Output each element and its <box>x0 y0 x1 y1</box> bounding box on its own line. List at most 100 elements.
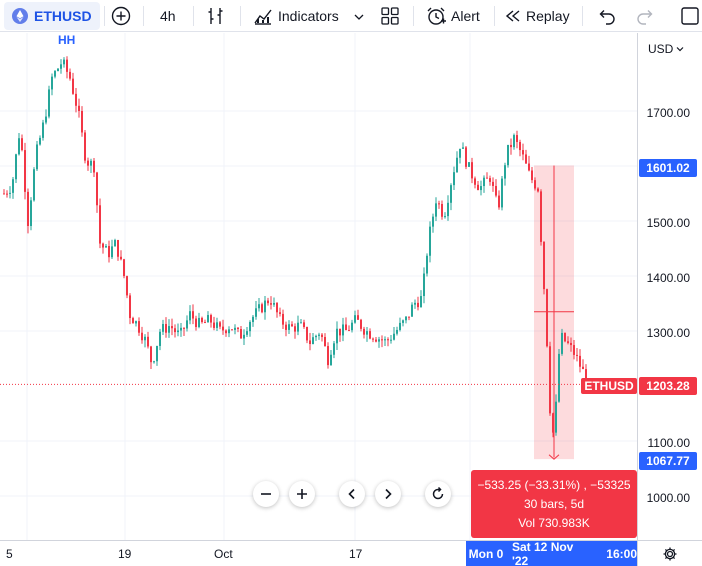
zoom-out-button[interactable] <box>253 481 279 507</box>
time-label: 17 <box>349 547 363 561</box>
price-axis[interactable]: USD 1700.00 1500.00 1400.00 1300.00 1100… <box>637 33 702 540</box>
candle-body <box>489 178 491 182</box>
candle-body <box>180 327 182 331</box>
candle-body <box>534 180 536 189</box>
candle-body <box>402 320 404 323</box>
candle-body <box>552 413 554 433</box>
undo-icon <box>599 10 615 25</box>
candle-body <box>246 331 248 335</box>
indicators-templates-dropdown[interactable] <box>353 10 365 22</box>
current-price-tag: 1203.28 <box>639 377 697 395</box>
candle-body <box>117 240 119 257</box>
candle-body <box>99 205 101 244</box>
candle-body <box>528 163 530 171</box>
undo-button[interactable] <box>596 5 618 27</box>
candle-body <box>582 366 584 370</box>
price-chart-canvas[interactable] <box>0 33 637 540</box>
candle-body <box>330 354 332 366</box>
replay-label: Replay <box>526 8 570 24</box>
zoom-in-button[interactable] <box>289 481 315 507</box>
candle-body <box>270 303 272 305</box>
alert-label: Alert <box>451 8 480 24</box>
range-start-time-tag: Mon 0 <box>466 541 506 566</box>
redo-button[interactable] <box>634 5 656 27</box>
price-label: 1000.00 <box>646 491 690 505</box>
measure-bars: 30 bars, 5d <box>523 497 585 511</box>
candle-body <box>285 324 287 330</box>
candle-body <box>297 322 299 332</box>
candle-body <box>60 64 62 69</box>
candle-body <box>450 185 452 203</box>
candle-body <box>474 178 476 185</box>
currency-label: USD <box>648 42 674 56</box>
candle-body <box>387 339 389 341</box>
candle-body <box>459 148 461 158</box>
interval-button[interactable]: 4h <box>160 0 176 32</box>
candle-body <box>273 302 275 305</box>
scroll-right-button[interactable] <box>375 481 401 507</box>
chart-type-button[interactable] <box>205 5 227 27</box>
currency-selector[interactable]: USD <box>648 42 685 56</box>
candle-body <box>102 243 104 248</box>
candle-body <box>348 330 350 332</box>
candle-body <box>81 111 83 133</box>
chart-settings-corner[interactable] <box>637 540 702 566</box>
candle-body <box>195 318 197 328</box>
candles-icon <box>208 8 223 24</box>
candle-body <box>375 339 377 342</box>
time-axis[interactable]: 5 19 Oct 17 Mon 0 Sat 12 Nov '22 16:00 <box>0 540 637 566</box>
candle-body <box>153 361 155 363</box>
candle-body <box>477 184 479 191</box>
candle-body <box>414 302 416 305</box>
candle-body <box>333 343 335 355</box>
symbol-search-button[interactable]: ETHUSD <box>4 2 100 30</box>
candle-body <box>312 337 314 345</box>
toolbar-divider <box>494 6 495 26</box>
candle-body <box>171 326 173 329</box>
candle-body <box>183 327 185 329</box>
candle-body <box>75 93 77 106</box>
fullscreen-button[interactable] <box>679 5 701 27</box>
candle-body <box>483 177 485 187</box>
candle-body <box>522 150 524 155</box>
candle-body <box>54 71 56 77</box>
candle-body <box>372 338 374 340</box>
candle-body <box>57 68 59 72</box>
indicators-button[interactable]: Indicators <box>252 0 339 32</box>
candle-body <box>168 326 170 333</box>
candle-body <box>441 203 443 217</box>
candle-body <box>219 322 221 327</box>
candle-body <box>510 144 512 148</box>
alert-button[interactable]: Alert <box>425 0 480 32</box>
candle-body <box>42 122 44 138</box>
time-label: 5 <box>6 547 13 561</box>
candle-body <box>252 316 254 323</box>
candle-body <box>471 162 473 179</box>
chart-pane[interactable] <box>0 33 637 540</box>
candle-body <box>507 144 509 166</box>
range-end-date: Sat 12 Nov '22 <box>512 540 574 566</box>
time-label: 19 <box>118 547 132 561</box>
candle-body <box>570 342 572 346</box>
candle-body <box>357 315 359 320</box>
candle-body <box>39 137 41 145</box>
compare-add-button[interactable] <box>110 5 132 27</box>
candle-body <box>150 346 152 363</box>
scroll-left-button[interactable] <box>339 481 365 507</box>
candle-body <box>309 340 311 345</box>
candle-body <box>231 329 233 331</box>
candle-body <box>318 334 320 336</box>
square-icon <box>681 7 699 25</box>
candle-body <box>243 334 245 339</box>
candle-body <box>399 322 401 330</box>
candle-body <box>465 147 467 167</box>
candle-body <box>531 170 533 181</box>
candle-body <box>51 76 53 90</box>
replay-button[interactable]: Replay <box>504 0 570 32</box>
candle-body <box>177 330 179 333</box>
plus-icon <box>297 489 307 499</box>
reset-chart-button[interactable] <box>425 481 451 507</box>
candle-body <box>426 255 428 274</box>
candle-body <box>27 191 29 227</box>
layout-button[interactable] <box>379 5 401 27</box>
